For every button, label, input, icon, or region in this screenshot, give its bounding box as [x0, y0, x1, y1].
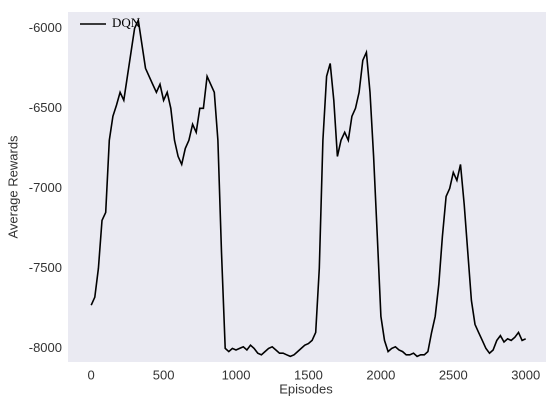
y-tick-label: -7000 — [29, 180, 62, 195]
y-tick-label: -6000 — [29, 20, 62, 35]
legend-label: DQN — [112, 15, 141, 30]
y-axis-label: Average Rewards — [5, 135, 20, 239]
x-tick-label: 3000 — [511, 367, 540, 382]
x-axis-label: Episodes — [279, 381, 333, 396]
line — [90, 17, 527, 358]
x-tick-label: 2500 — [439, 367, 468, 382]
x-tick-label: 500 — [153, 367, 175, 382]
x-tick-label: 0 — [88, 367, 95, 382]
y-tick-label: -6500 — [29, 100, 62, 115]
y-tick-label: -8000 — [29, 340, 62, 355]
x-tick-label: 2000 — [366, 367, 395, 382]
x-tick-label: 1500 — [294, 367, 323, 382]
plot-area — [68, 12, 546, 362]
y-tick-label: -7500 — [29, 260, 62, 275]
x-tick-label: 1000 — [222, 367, 251, 382]
